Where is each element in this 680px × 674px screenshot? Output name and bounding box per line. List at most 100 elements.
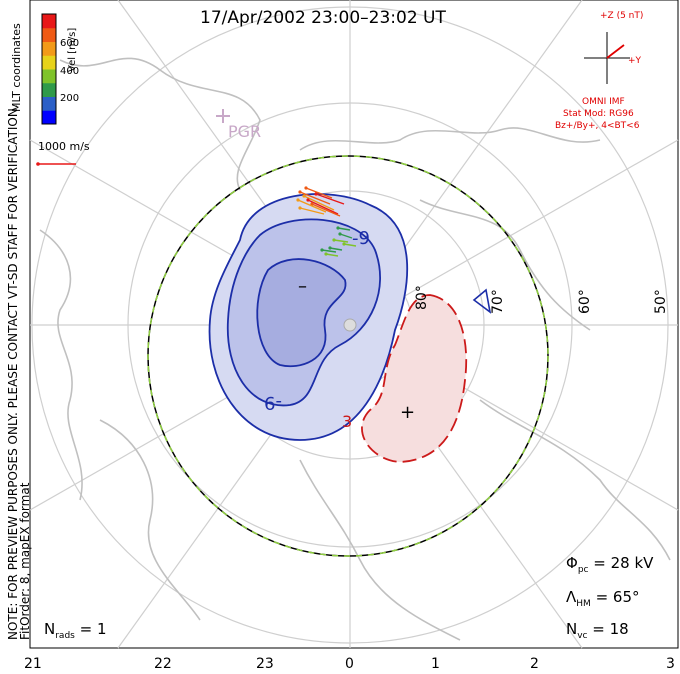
phi-sub: pc bbox=[577, 565, 589, 575]
colorbar-tick-200: 200 bbox=[60, 93, 80, 104]
nrads-value: = 1 bbox=[79, 620, 107, 638]
velocity-vectors bbox=[296, 186, 357, 257]
imf-model: Stat Mod: RG96 bbox=[563, 109, 634, 119]
velocity-vector-origin bbox=[332, 238, 336, 242]
colorbar-swatch bbox=[42, 55, 56, 70]
velocity-vector bbox=[329, 247, 343, 251]
lambda-sub: HM bbox=[576, 599, 591, 609]
scale-vector-label: 1000 m/s bbox=[38, 140, 90, 153]
velocity-vector-origin bbox=[298, 206, 302, 210]
velocity-vector bbox=[303, 195, 335, 211]
hmb-boundary-dash bbox=[147, 155, 549, 557]
fit-order-note: FitOrder: 8, mapEX format bbox=[18, 482, 32, 640]
colorbar-swatch bbox=[42, 82, 56, 97]
velocity-vector-origin bbox=[302, 194, 306, 198]
contour-label-pos: 3 bbox=[342, 412, 353, 431]
velocity-vector-origin bbox=[296, 198, 300, 202]
stat-lambda-hm: ΛHM = 65° bbox=[566, 588, 640, 609]
contour-label-neg-2: -9 bbox=[264, 392, 282, 413]
velocity-vector bbox=[337, 227, 351, 231]
coastline-west bbox=[39, 229, 83, 501]
coastline-north-america bbox=[59, 57, 261, 191]
lat-label-80: 80° bbox=[414, 285, 430, 310]
stat-nvc: Nvc = 18 bbox=[566, 620, 629, 641]
velocity-vector bbox=[321, 249, 337, 253]
velocity-vector bbox=[307, 199, 339, 215]
velocity-vector-origin bbox=[336, 226, 340, 230]
velocity-vector bbox=[325, 253, 339, 257]
velocity-vector bbox=[343, 243, 357, 247]
velocity-vector-origin bbox=[304, 186, 308, 190]
velocity-vector bbox=[339, 233, 353, 239]
coastline-southeast bbox=[479, 399, 671, 561]
colorbar-swatch bbox=[42, 14, 56, 29]
colorbar bbox=[41, 13, 57, 125]
velocity-vector bbox=[305, 187, 333, 199]
negative-island bbox=[472, 288, 492, 314]
nvc-value: = 18 bbox=[592, 620, 629, 638]
mlt-tick-22: 22 bbox=[154, 656, 172, 672]
velocity-vector bbox=[297, 199, 327, 213]
velocity-vector-origin bbox=[310, 202, 314, 206]
mlt-tick-23: 23 bbox=[256, 656, 274, 672]
velocity-vector bbox=[299, 191, 331, 205]
imf-clock bbox=[584, 32, 630, 84]
page-title: 17/Apr/2002 23:00–23:02 UT bbox=[200, 8, 446, 28]
mlt-tick-0: 0 bbox=[345, 656, 354, 672]
velocity-vector-origin bbox=[324, 252, 328, 256]
max-marker: + bbox=[400, 402, 415, 423]
velocity-vector-origin bbox=[338, 232, 342, 236]
lambda-symbol: Λ bbox=[566, 588, 577, 606]
lambda-value: = 65° bbox=[595, 588, 640, 606]
nvc-symbol: N bbox=[566, 620, 578, 638]
imf-y-label: +Y bbox=[628, 56, 642, 66]
nrads-sub: rads bbox=[55, 631, 75, 641]
coastlines bbox=[39, 57, 671, 641]
lat-label-70: 70° bbox=[490, 289, 506, 314]
station-marker bbox=[216, 109, 230, 123]
velocity-vector bbox=[311, 203, 341, 217]
imf-z-label: +Z (5 nT) bbox=[600, 11, 644, 21]
velocity-vector bbox=[333, 239, 349, 243]
colorbar-swatch bbox=[42, 69, 56, 84]
colorbar-swatch bbox=[42, 27, 56, 42]
imf-condition: Bz+/By+, 4<BT<6 bbox=[555, 121, 640, 131]
station-label: PGR bbox=[228, 122, 262, 141]
velocity-vector bbox=[299, 207, 325, 215]
negative-cell-inner bbox=[256, 258, 347, 368]
coastline-east bbox=[419, 199, 591, 331]
contour-label-neg-1: -9 bbox=[352, 228, 370, 249]
stat-nrads: Nrads = 1 bbox=[44, 620, 107, 641]
coastline-south bbox=[299, 459, 461, 641]
colorbar-tick-400: 400 bbox=[60, 66, 80, 77]
plot-frame bbox=[29, 0, 679, 649]
colorbar-border bbox=[41, 13, 57, 125]
velocity-vector-origin bbox=[298, 190, 302, 194]
velocity-vector-origin bbox=[320, 248, 324, 252]
mlt-tick-1: 1 bbox=[431, 656, 440, 672]
colorbar-swatch bbox=[42, 96, 56, 111]
velocity-vector bbox=[315, 193, 345, 205]
colorbar-tick-600: 600 bbox=[60, 38, 80, 49]
velocity-vector-origin bbox=[314, 192, 318, 196]
scale-vector-dot bbox=[36, 162, 40, 166]
lat-label-50: 50° bbox=[653, 289, 669, 314]
nvc-sub: vc bbox=[577, 631, 588, 641]
phi-value: = 28 kV bbox=[593, 554, 654, 572]
coastline-southwest bbox=[99, 419, 201, 621]
mlt-tick-21: 21 bbox=[24, 656, 42, 672]
phi-symbol: Φ bbox=[566, 554, 578, 572]
nrads-symbol: N bbox=[44, 620, 56, 638]
scale-vector bbox=[36, 162, 76, 166]
mlt-tick-2: 2 bbox=[530, 656, 539, 672]
stat-phi-pc: Φpc = 28 kV bbox=[566, 554, 653, 575]
velocity-vector-origin bbox=[328, 246, 332, 250]
velocity-vector-origin bbox=[342, 242, 346, 246]
imf-source: OMNI IMF bbox=[582, 97, 625, 107]
mlt-tick-3: 3 bbox=[666, 656, 675, 672]
colorbar-swatch bbox=[42, 41, 56, 56]
lat-label-60: 60° bbox=[577, 289, 593, 314]
coastline-greenland bbox=[299, 127, 601, 151]
colorbar-swatch bbox=[42, 110, 56, 125]
